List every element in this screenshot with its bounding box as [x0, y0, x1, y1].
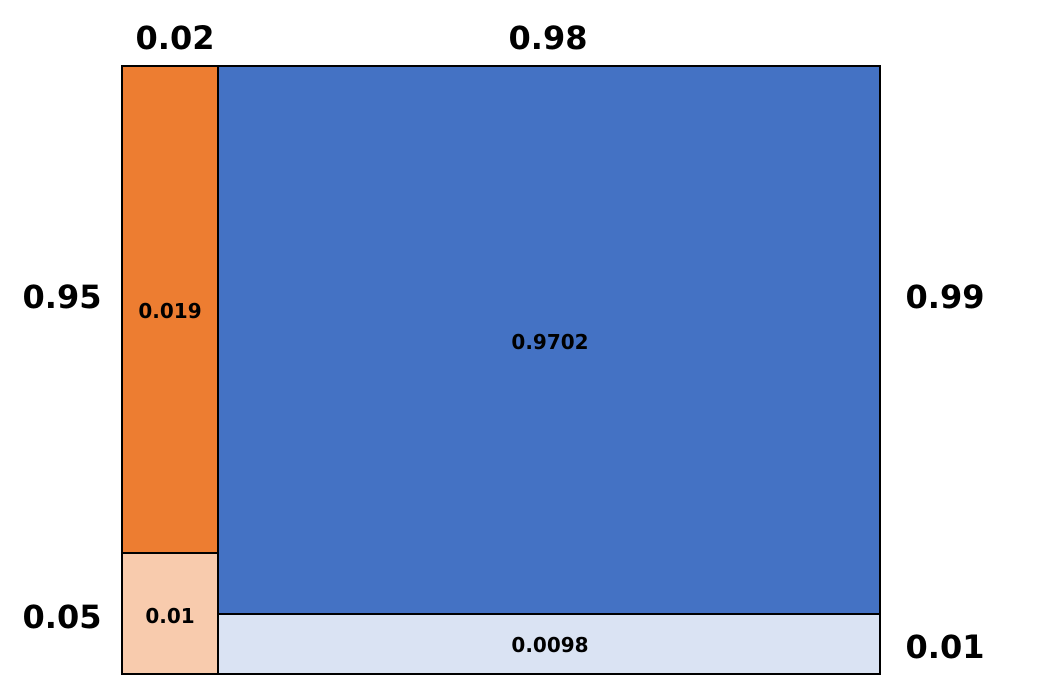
cell-col2-bottom: [217, 613, 881, 675]
right-label-bottom: 0.01: [906, 628, 985, 666]
left-label-bottom: 0.05: [23, 598, 102, 636]
cell-col1-top-value: 0.019: [138, 299, 201, 323]
cell-col1-bottom: [121, 552, 219, 675]
column1-width-label: 0.02: [136, 19, 215, 57]
cell-col1-bottom-value: 0.01: [145, 604, 194, 628]
cell-col2-top: [217, 65, 881, 615]
left-label-top: 0.95: [23, 278, 102, 316]
cell-col1-top: [121, 65, 219, 554]
cell-col2-bottom-value: 0.0098: [511, 633, 588, 657]
column2-width-label: 0.98: [509, 19, 588, 57]
cell-col2-top-value: 0.9702: [511, 330, 588, 354]
right-label-top: 0.99: [906, 278, 985, 316]
